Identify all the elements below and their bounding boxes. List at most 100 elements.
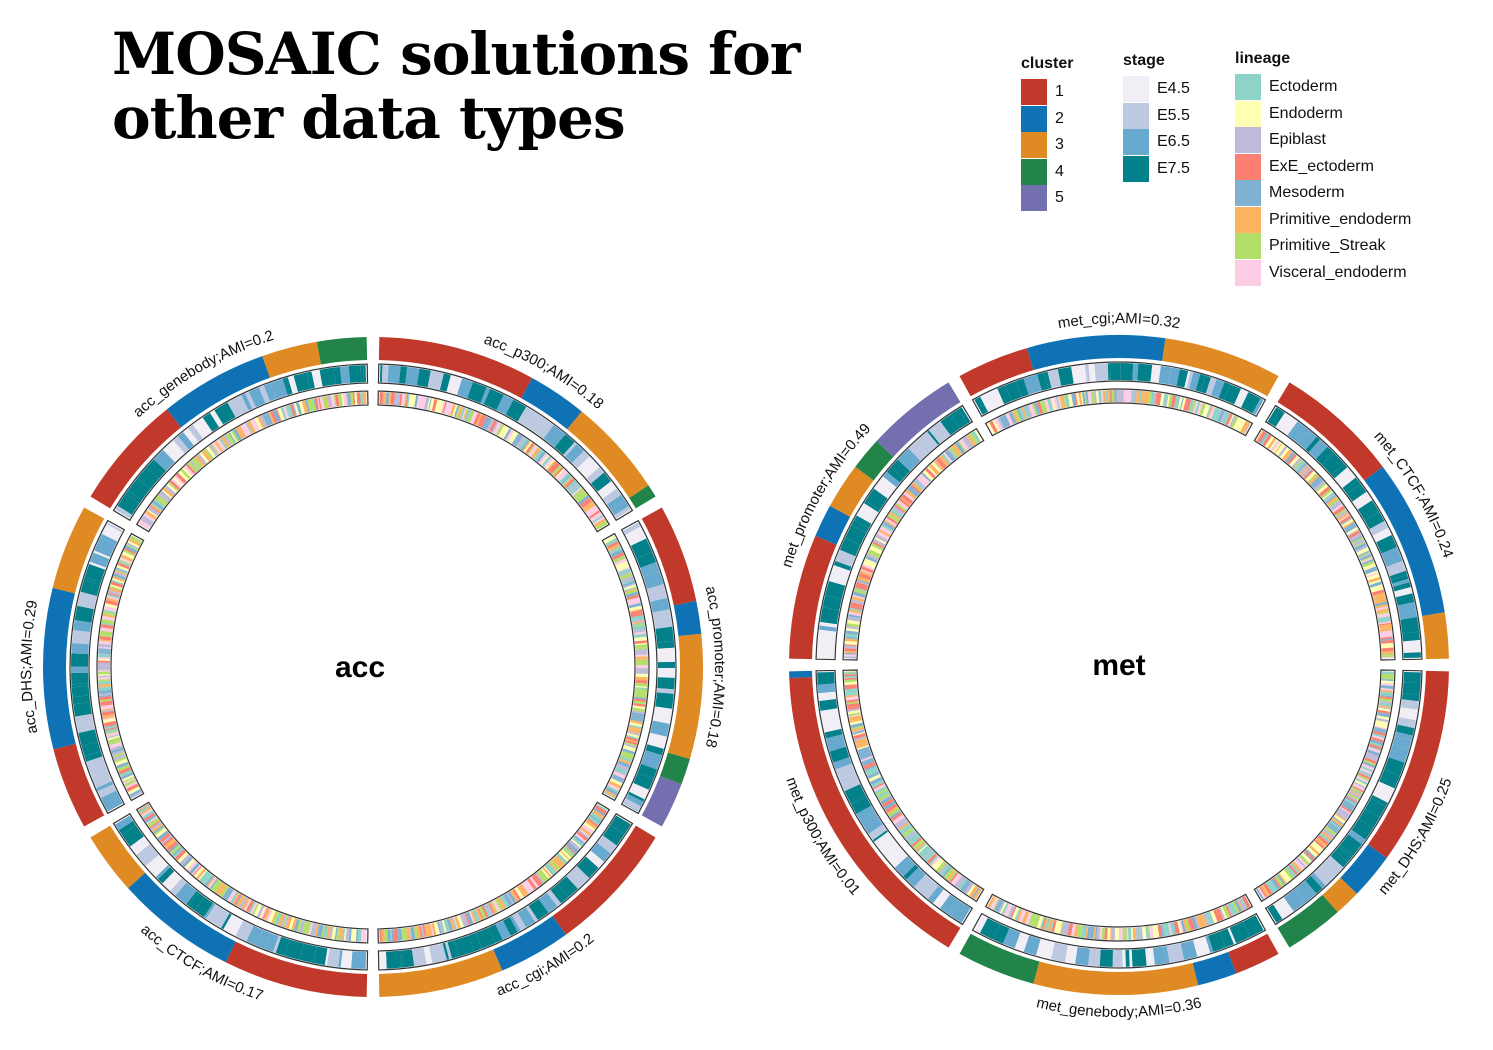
lineage-cell (634, 688, 648, 693)
lineage-cell (283, 915, 290, 928)
lineage-cell (1362, 761, 1375, 769)
lineage-cell (848, 614, 861, 619)
stage-cell (854, 515, 872, 529)
lineage-cell (124, 779, 137, 787)
lineage-cell (355, 929, 359, 942)
stage-cell (1395, 593, 1415, 606)
stage-cell (643, 570, 664, 589)
lineage-legend-item: ExE_ectoderm (1235, 153, 1411, 181)
stage-cell (1158, 365, 1172, 385)
lineage-cell (257, 416, 265, 429)
cluster-segment (53, 743, 105, 827)
lineage-cell (1107, 927, 1111, 940)
lineage-cell (1087, 391, 1093, 404)
cluster-segment (959, 348, 1034, 397)
stage-cell (86, 756, 108, 777)
lineage-cell (1059, 921, 1064, 934)
lineage-cell (873, 783, 886, 792)
lineage-cell (633, 698, 647, 703)
lineage-cell (860, 755, 873, 762)
stage-cell (163, 440, 185, 463)
lineage-cell (293, 918, 300, 932)
lineage-cell (491, 901, 498, 913)
lineage-cell (118, 766, 131, 775)
stage-cell (525, 905, 538, 922)
lineage-cell (973, 888, 982, 900)
lineage-cell (880, 795, 893, 805)
lineage-cell (969, 885, 979, 898)
lineage-cell (632, 620, 645, 625)
lineage-cell (856, 581, 869, 588)
lineage-cell (556, 469, 567, 481)
lineage-cell (127, 540, 140, 548)
lineage-cell (1120, 927, 1123, 940)
lineage-cell (424, 924, 430, 937)
lineage-cell (612, 773, 625, 782)
stage-cell (1273, 897, 1294, 919)
lineage-cell (388, 392, 392, 405)
lineage-cell (1345, 797, 1357, 805)
lineage-cell (1304, 850, 1315, 861)
stage-legend-label: E4.5 (1157, 80, 1190, 98)
stage-cell (657, 647, 675, 663)
lineage-cell (540, 868, 550, 879)
lineage-cell (406, 394, 410, 407)
stage-cell (656, 688, 675, 694)
lineage-cell (1318, 486, 1331, 497)
sector: acc_CTCF;AMI=0.17 (90, 801, 369, 1004)
lineage-cell (238, 426, 247, 438)
stage-cell (153, 449, 175, 472)
stage-cell (1186, 371, 1194, 389)
lineage-cell (951, 445, 962, 457)
lineage-cell (928, 463, 940, 475)
lineage-cell (409, 927, 413, 940)
lineage-cell (1309, 845, 1320, 856)
lineage-cell (1381, 671, 1394, 675)
stage-cell (1400, 617, 1420, 634)
lineage-cell (107, 592, 120, 598)
lineage-cell (633, 700, 646, 705)
lineage-cell (467, 410, 475, 423)
lineage-cell (1323, 492, 1335, 502)
lineage-cell (1358, 550, 1370, 557)
lineage-cell (390, 392, 395, 405)
stage-cell (1088, 364, 1096, 382)
lineage-cell (503, 894, 511, 907)
lineage-cell (496, 424, 505, 436)
lineage-cell (606, 541, 619, 550)
stage-cell (647, 732, 667, 749)
lineage-cell (1005, 904, 1013, 917)
lineage-cell (1008, 412, 1016, 425)
lineage-cell (859, 751, 872, 759)
lineage-cell (1379, 696, 1393, 700)
lineage-cell (855, 740, 868, 747)
lineage-cell (231, 430, 240, 442)
stage-cell (602, 824, 625, 846)
stage-cell (121, 825, 144, 847)
stage-cell (299, 943, 317, 964)
stage-cell (610, 815, 631, 835)
lineage-cell (845, 688, 858, 693)
stage-cell (630, 538, 653, 559)
lineage-cell (507, 891, 517, 904)
lineage-cell (104, 603, 118, 609)
lineage-legend-swatch (1235, 259, 1261, 286)
stage-cell (637, 763, 658, 780)
lineage-cell (199, 870, 209, 882)
lineage-cell (111, 579, 124, 585)
lineage-cell (1267, 437, 1277, 450)
lineage-cell (864, 764, 877, 772)
lineage-cell (1187, 918, 1193, 931)
cluster-segment (641, 507, 697, 606)
stage-cell (136, 844, 159, 866)
lineage-cell (588, 815, 600, 826)
lineage-cell (1328, 498, 1340, 508)
stage-cell (363, 365, 367, 383)
lineage-cell (108, 589, 121, 596)
lineage-cell (1128, 390, 1132, 403)
lineage-cell (1381, 655, 1394, 658)
lineage-cell (635, 642, 648, 646)
lineage-cell (594, 805, 607, 815)
lineage-cell (109, 585, 122, 591)
lineage-cell (1201, 914, 1208, 927)
